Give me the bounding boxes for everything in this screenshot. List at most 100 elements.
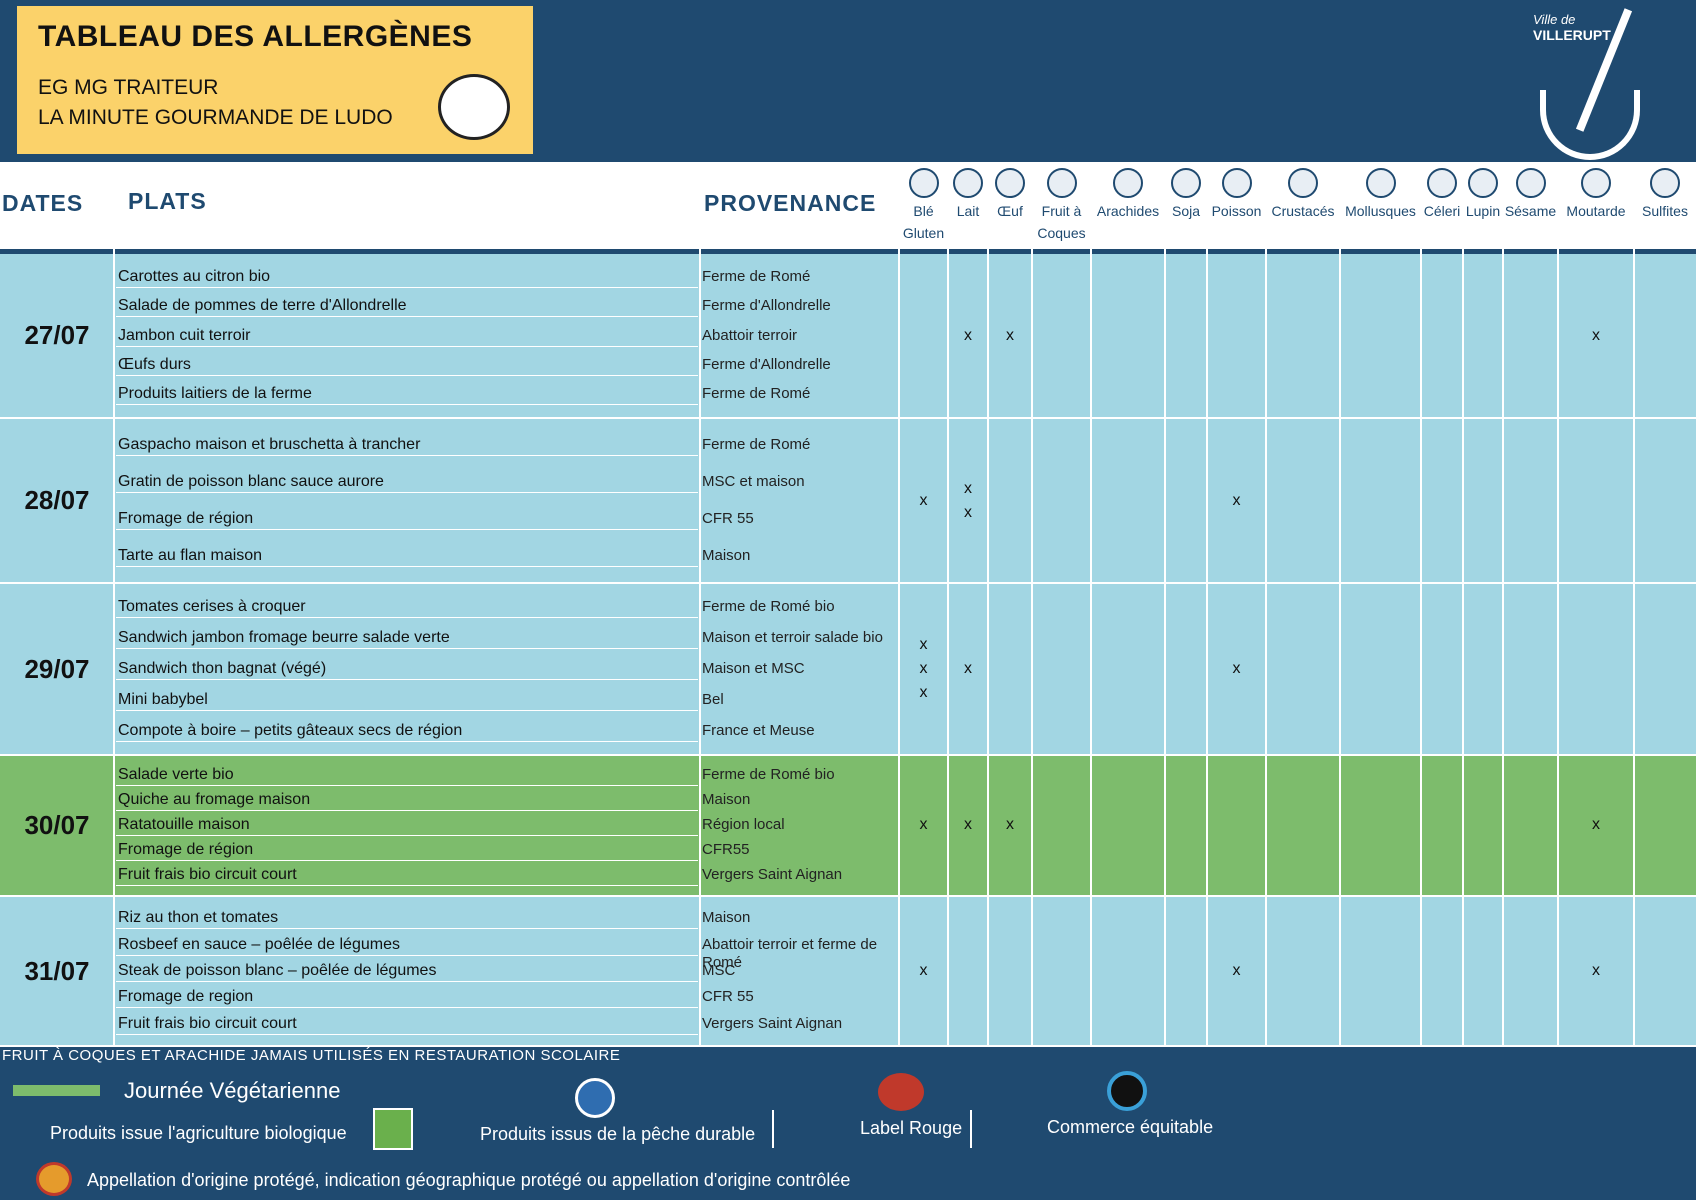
allergen-mark: x (1592, 326, 1600, 344)
allergen-icon (1288, 168, 1318, 198)
allergen-cell: x (899, 755, 948, 895)
allergen-cell (1340, 584, 1421, 754)
allergen-icon (908, 168, 939, 198)
allergen-header: Crustacés (1271, 203, 1335, 219)
dish: Fromage de région (116, 840, 698, 861)
allergen-header: Arachides (1096, 203, 1160, 219)
legend-text: Appellation d'origine protégé, indicatio… (87, 1170, 851, 1190)
allergen-mark: x (919, 816, 928, 833)
provenance: Ferme de Romé (702, 436, 811, 454)
caterer-logo (438, 74, 510, 140)
dish: Jambon cuit terroir (116, 326, 698, 347)
allergen-cell (1266, 897, 1340, 1045)
dish: Steak de poisson blanc – poêlée de légum… (116, 961, 698, 982)
allergen-mark: x (1592, 962, 1600, 979)
dish: Sandwich jambon fromage beurre salade ve… (116, 628, 698, 650)
allergen-cell (1421, 419, 1463, 582)
allergen-icon (1046, 168, 1077, 198)
dish: Carottes au citron bio (116, 267, 698, 288)
day-row (0, 419, 1696, 582)
allergen-cell (1165, 419, 1207, 582)
provenance: France et Meuse (702, 721, 815, 739)
allergen-header: Soja (1171, 203, 1201, 219)
grid-line (1164, 162, 1166, 1045)
allergen-cell (1032, 254, 1091, 417)
provenance: Vergers Saint Aignan (702, 1014, 843, 1032)
table-header (0, 162, 1696, 252)
provenance: Maison (702, 546, 751, 564)
allergen-mark: x (964, 479, 972, 497)
dish: Tomates cerises à croquer (116, 597, 698, 619)
allergen-cell (1634, 419, 1696, 582)
provenance: Ferme de Romé bio (702, 598, 835, 616)
legend-text: Label Rouge (860, 1118, 963, 1138)
logo-text: VILLERUPT (1533, 27, 1611, 43)
provenance: CFR 55 (702, 509, 754, 527)
provenance: Abattoir terroir (702, 326, 798, 344)
legend-text: Journée Végétarienne (124, 1078, 341, 1103)
dish: Fromage de région (116, 509, 698, 530)
subtitle: EG MG TRAITEUR (38, 76, 219, 99)
provenance: Maison et MSC (702, 660, 805, 677)
provenance: MSC et maison (702, 473, 805, 491)
allergen-mark: x (919, 491, 928, 509)
allergen-cell: x (1558, 254, 1634, 417)
allergen-mark: x (919, 684, 928, 701)
allergen-cell (1503, 897, 1558, 1045)
grid-line (0, 582, 1696, 584)
allergen-cell (1421, 254, 1463, 417)
allergen-cell (1634, 584, 1696, 754)
allergen-mark: x (1232, 660, 1241, 677)
dish: Salade de pommes de terre d'Allondrelle (116, 296, 698, 318)
allergen-mark: x (964, 816, 972, 833)
allergen-cell (1421, 897, 1463, 1045)
provenance: CFR55 (702, 840, 750, 858)
allergen-cell (1340, 897, 1421, 1045)
allergen-mark: x (1592, 816, 1600, 833)
grid-line (1339, 162, 1341, 1045)
date: 30/07 (24, 809, 90, 840)
allergen-icon (995, 168, 1025, 198)
allergen-cell (1091, 897, 1165, 1045)
allergen-cell: x (899, 419, 948, 582)
allergen-icon (1365, 168, 1396, 198)
allergen-icon (1515, 168, 1546, 198)
provenance: Ferme d'Allondrelle (702, 297, 831, 315)
provenance: MSC (702, 962, 736, 979)
aop-logo (36, 1162, 72, 1196)
allergen-cell: x (988, 254, 1032, 417)
allergen-cell (1634, 254, 1696, 417)
day-row (0, 254, 1696, 417)
allergen-cell (1207, 254, 1266, 417)
allergen-cell (1463, 897, 1503, 1045)
allergen-cell (1503, 419, 1558, 582)
date: 27/07 (24, 320, 90, 350)
logo-text: Ville de (1533, 12, 1576, 27)
allergen-cell (1340, 254, 1421, 417)
allergen-cell (1207, 755, 1266, 895)
allergen-cell (1463, 254, 1503, 417)
allergen-cell (1266, 419, 1340, 582)
allergen-icon (1113, 168, 1143, 198)
column-header: DATES (2, 190, 84, 216)
allergen-header: Céleri (1423, 203, 1461, 219)
allergen-icon (1171, 168, 1201, 198)
title: TABLEAU DES ALLERGÈNES (38, 20, 473, 53)
legend-text: Commerce équitable (1047, 1117, 1214, 1137)
allergen-mark: x (1006, 326, 1014, 344)
day-row (0, 755, 1696, 895)
allergen-cell: x (1207, 584, 1266, 754)
day-row (0, 897, 1696, 1045)
allergen-header: Fruit à Coques (1037, 203, 1086, 241)
allergen-cell (1634, 897, 1696, 1045)
grid-line (1090, 162, 1092, 1045)
allergen-cell: x (948, 755, 988, 895)
allergen-mark: x (964, 660, 972, 677)
allergen-mark: x (919, 660, 928, 677)
dish: Sandwich thon bagnat (végé) (116, 659, 698, 680)
allergen-cell: x (1207, 897, 1266, 1045)
fishing-logo (575, 1078, 615, 1118)
allergen-mark: x (1232, 491, 1241, 509)
